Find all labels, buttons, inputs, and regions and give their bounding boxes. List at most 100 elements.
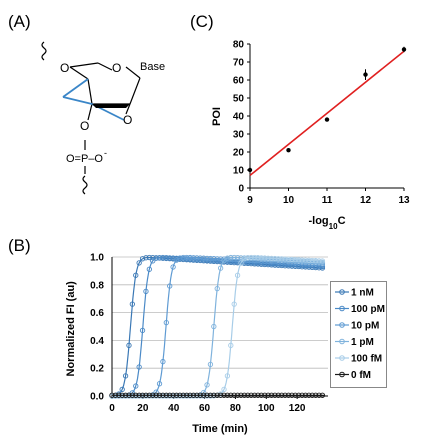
b-series-marker [160, 254, 166, 261]
b-series-marker [187, 254, 193, 261]
b-series-marker [238, 260, 244, 266]
b-series-marker [228, 342, 234, 348]
b-series-marker [163, 255, 169, 261]
b-xtick-label: 60 [199, 403, 211, 414]
legend-label: 0 fM [351, 370, 371, 381]
b-series-marker [258, 255, 264, 261]
b-series-marker [319, 392, 326, 398]
b-series-marker [136, 364, 142, 370]
b-series-marker [265, 255, 271, 261]
c-xlabel: -log10C [308, 215, 345, 231]
b-series-marker [160, 392, 166, 398]
legend-label: 100 pM [351, 304, 385, 315]
b-series-marker [184, 392, 190, 398]
b-series-marker [126, 392, 132, 398]
b-series-marker [316, 392, 322, 398]
c-ytick-label: 0 [238, 184, 244, 195]
b-series-marker [238, 392, 244, 398]
b-series-marker [146, 254, 152, 261]
panel-label-c: (C) [190, 12, 214, 31]
b-series-marker [224, 392, 231, 398]
legend-label: 1 pM [351, 337, 374, 348]
b-series-marker [282, 256, 288, 262]
c-xtick-label: 9 [247, 195, 253, 206]
b-series-marker [211, 256, 217, 262]
c-xlabel-tail: C [338, 215, 346, 227]
b-xtick-label: 80 [230, 403, 242, 414]
b-series-marker [309, 257, 315, 264]
b-series-marker [313, 392, 319, 398]
fit-line [249, 50, 405, 177]
b-series-marker [228, 392, 234, 398]
b-series-marker [139, 392, 146, 398]
b-series-marker [309, 392, 315, 398]
b-series-marker [296, 392, 302, 398]
b-series-marker [289, 256, 295, 263]
b-series-marker [150, 254, 156, 261]
b-series-marker [289, 392, 295, 398]
b-series-marker [122, 392, 129, 398]
legend-label: 1 nM [351, 288, 374, 299]
b-series-marker [207, 361, 214, 368]
b-series-marker [129, 392, 136, 398]
b-ytick-label: 0.4 [90, 336, 104, 347]
c-xtick-label: 12 [360, 195, 372, 206]
panel-label-b: (B) [8, 236, 31, 255]
c-ytick-label: 10 [233, 166, 245, 177]
b-series-marker [275, 392, 281, 398]
b-series-marker [194, 255, 200, 261]
b-series-marker [217, 392, 224, 398]
b-series-marker [146, 266, 152, 272]
b-series-marker [234, 272, 241, 278]
b-xtick-label: 0 [109, 403, 115, 414]
legend-label: 10 pM [351, 321, 379, 332]
b-series-marker [177, 255, 183, 261]
b-series-marker [133, 383, 139, 389]
b-series-marker [306, 392, 312, 398]
b-series-marker [245, 255, 251, 261]
legend-label: 100 fM [351, 354, 382, 365]
b-xtick-label: 40 [168, 403, 180, 414]
c-ytick-label: 30 [233, 130, 245, 141]
b-series-marker [139, 327, 146, 334]
c-ylabel: POI [211, 107, 223, 126]
b-series-marker [292, 392, 298, 398]
b-xtick-label: 100 [258, 403, 275, 414]
c-ytick-label: 50 [233, 94, 245, 105]
b-series-marker [241, 392, 248, 398]
b-series-marker [143, 255, 149, 261]
b-series-marker [122, 373, 129, 379]
legend-marker [339, 355, 345, 361]
b-series-marker [231, 254, 237, 261]
b-series-marker [241, 256, 248, 262]
b-series-marker [163, 392, 169, 398]
c-data-point [286, 148, 291, 153]
b-series-marker [153, 392, 159, 398]
b-series-marker [180, 392, 186, 398]
b-series-marker [234, 392, 241, 398]
b-series-marker [150, 258, 156, 264]
c-data-point [247, 167, 253, 173]
b-series-marker [204, 392, 210, 398]
b-series-marker [197, 392, 203, 398]
b-series-marker [306, 257, 312, 263]
b-series-marker [160, 358, 166, 365]
b-series-marker [126, 342, 132, 348]
b-series-marker [255, 255, 261, 261]
c-ytick-label: 60 [233, 76, 245, 87]
b-series-marker [279, 392, 285, 398]
b-series-marker [296, 257, 302, 263]
b-series-marker [150, 392, 156, 398]
c-data-point [401, 47, 407, 52]
b-series-marker [221, 386, 227, 393]
b-series-marker [190, 255, 197, 261]
struct-base: Base [140, 61, 165, 73]
b-series-marker [255, 392, 261, 398]
b-series-marker [245, 392, 251, 398]
b-series-marker [187, 392, 193, 398]
legend-marker [339, 322, 345, 328]
b-series-marker [258, 392, 264, 398]
b-series-marker [167, 255, 173, 261]
